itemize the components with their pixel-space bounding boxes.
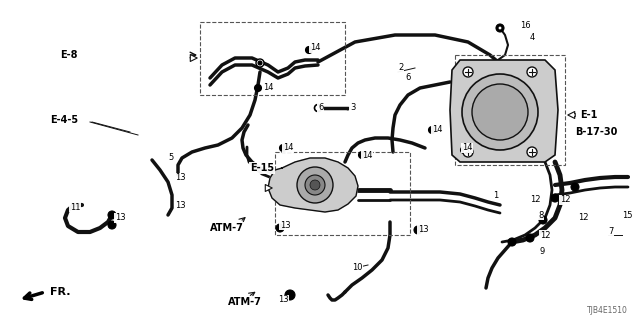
Text: 13: 13 bbox=[278, 295, 289, 305]
Text: 5: 5 bbox=[168, 154, 173, 163]
Text: ATM-7: ATM-7 bbox=[228, 297, 262, 307]
Circle shape bbox=[255, 84, 262, 92]
Circle shape bbox=[108, 221, 116, 229]
Text: 8: 8 bbox=[538, 211, 543, 220]
Circle shape bbox=[285, 290, 295, 300]
Text: 13: 13 bbox=[418, 226, 429, 235]
Bar bbox=[200, 22, 345, 95]
Text: 14: 14 bbox=[462, 143, 472, 153]
Circle shape bbox=[526, 234, 534, 242]
Bar bbox=[455, 55, 565, 165]
Circle shape bbox=[276, 224, 284, 232]
Circle shape bbox=[414, 226, 422, 234]
Circle shape bbox=[463, 147, 473, 157]
Circle shape bbox=[527, 67, 537, 77]
Circle shape bbox=[305, 175, 325, 195]
Text: TJB4E1510: TJB4E1510 bbox=[587, 306, 628, 315]
Text: B-17-30: B-17-30 bbox=[575, 127, 618, 137]
Text: 12: 12 bbox=[560, 196, 570, 204]
Text: 2: 2 bbox=[398, 63, 403, 73]
Text: E-8: E-8 bbox=[60, 50, 77, 60]
Text: 13: 13 bbox=[280, 220, 291, 229]
Text: 15: 15 bbox=[622, 211, 632, 220]
Circle shape bbox=[498, 26, 502, 30]
Text: 12: 12 bbox=[530, 196, 541, 204]
Text: E-15: E-15 bbox=[250, 163, 274, 173]
Polygon shape bbox=[450, 60, 558, 162]
Circle shape bbox=[462, 74, 538, 150]
Polygon shape bbox=[268, 158, 358, 212]
Text: 6: 6 bbox=[405, 74, 410, 83]
Text: E-1: E-1 bbox=[580, 110, 597, 120]
Circle shape bbox=[280, 145, 287, 151]
Circle shape bbox=[539, 216, 547, 224]
Text: 12: 12 bbox=[578, 213, 589, 222]
Circle shape bbox=[472, 84, 528, 140]
Text: 4: 4 bbox=[530, 34, 535, 43]
Text: 16: 16 bbox=[520, 20, 531, 29]
Circle shape bbox=[527, 147, 537, 157]
Text: 10: 10 bbox=[352, 263, 362, 273]
Text: 7: 7 bbox=[608, 228, 613, 236]
Text: 13: 13 bbox=[175, 173, 186, 182]
Circle shape bbox=[297, 167, 333, 203]
Text: 11: 11 bbox=[70, 203, 81, 212]
Text: 14: 14 bbox=[263, 84, 273, 92]
Text: 3: 3 bbox=[350, 103, 355, 113]
Circle shape bbox=[461, 147, 467, 154]
Text: ATM-7: ATM-7 bbox=[210, 223, 244, 233]
Circle shape bbox=[258, 61, 262, 65]
Circle shape bbox=[508, 238, 516, 246]
Circle shape bbox=[305, 46, 312, 53]
Circle shape bbox=[496, 24, 504, 32]
Text: 9: 9 bbox=[540, 247, 545, 257]
Circle shape bbox=[256, 59, 264, 67]
Circle shape bbox=[310, 180, 320, 190]
Text: FR.: FR. bbox=[50, 287, 70, 297]
Text: E-4-5: E-4-5 bbox=[50, 115, 78, 125]
Text: 14: 14 bbox=[310, 44, 321, 52]
Text: 13: 13 bbox=[175, 201, 186, 210]
Circle shape bbox=[463, 67, 473, 77]
Circle shape bbox=[108, 211, 116, 219]
Circle shape bbox=[314, 105, 321, 111]
Text: 1: 1 bbox=[493, 190, 499, 199]
Text: 14: 14 bbox=[362, 150, 372, 159]
Text: 6: 6 bbox=[318, 103, 323, 113]
Text: 14: 14 bbox=[432, 125, 442, 134]
Text: 13: 13 bbox=[115, 213, 125, 222]
Text: 12: 12 bbox=[540, 230, 550, 239]
Bar bbox=[275, 152, 410, 235]
Circle shape bbox=[551, 194, 559, 202]
Circle shape bbox=[429, 126, 435, 133]
Circle shape bbox=[571, 183, 579, 191]
Circle shape bbox=[358, 151, 365, 158]
Text: 14: 14 bbox=[283, 143, 294, 153]
